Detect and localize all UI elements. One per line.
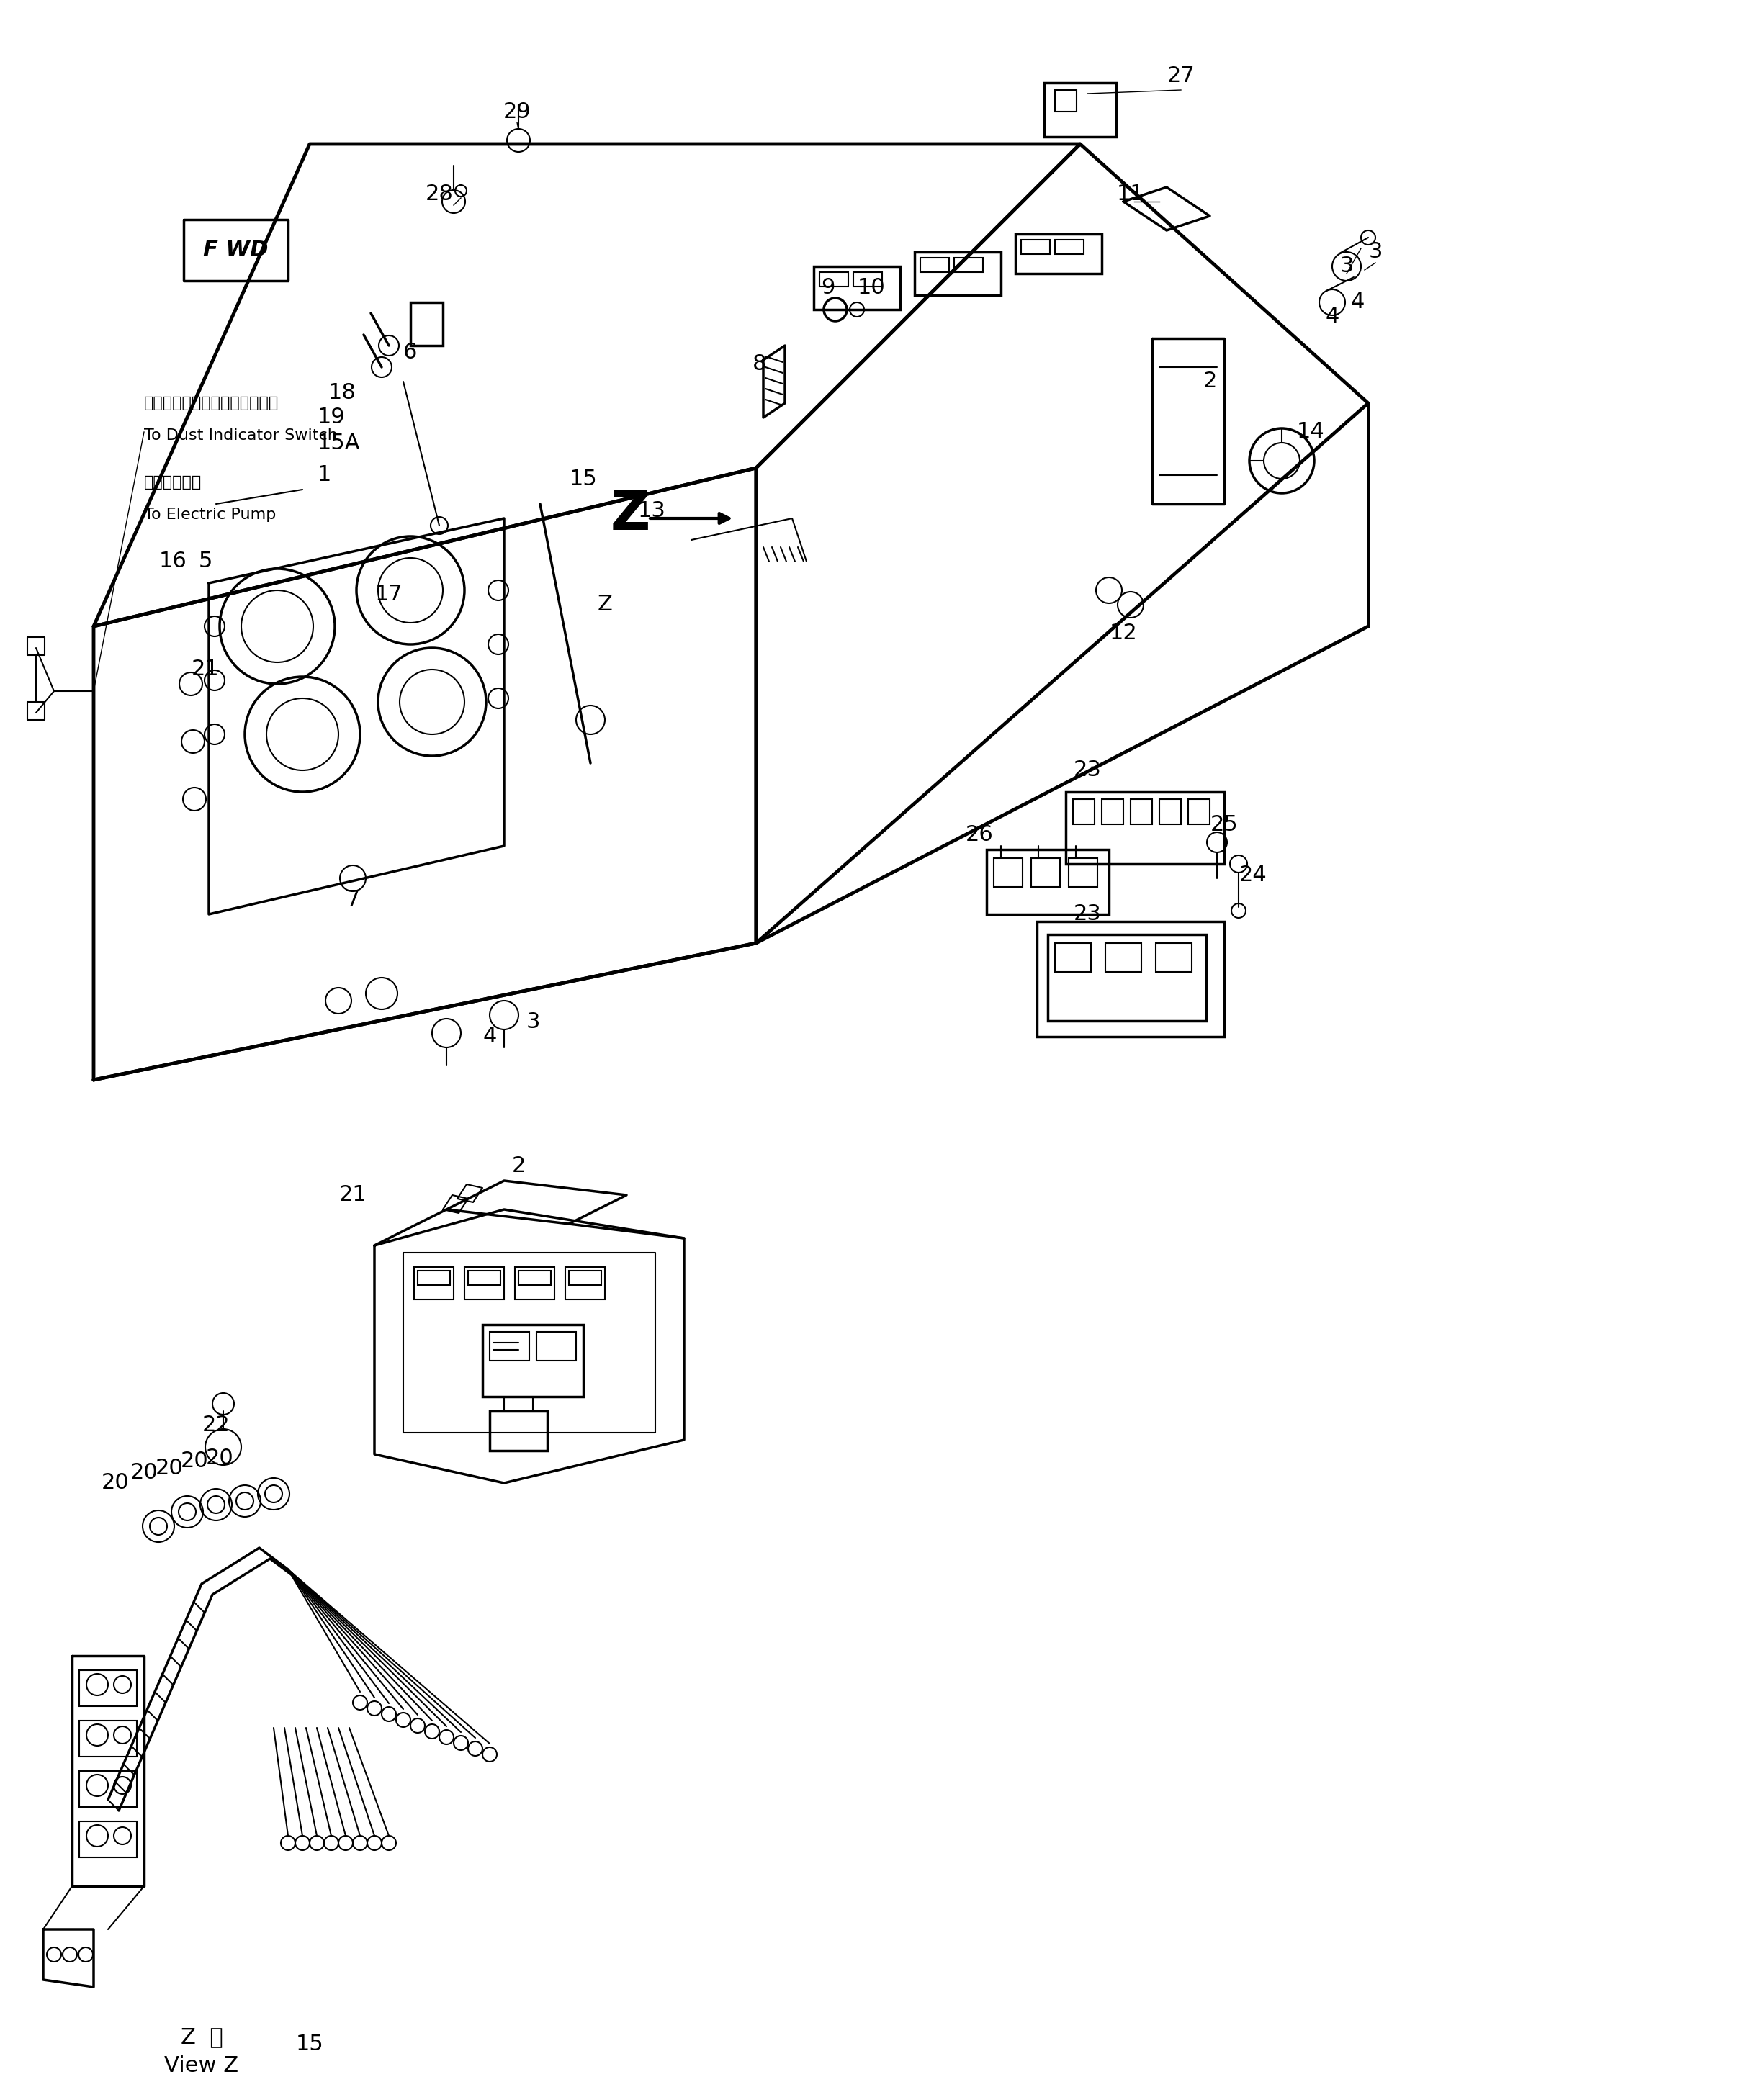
- Text: 4: 4: [1325, 307, 1339, 328]
- Bar: [1072, 800, 1095, 825]
- Text: 20: 20: [156, 1457, 184, 1478]
- Text: 20: 20: [205, 1447, 233, 1468]
- Text: 19: 19: [317, 407, 345, 428]
- Text: 20: 20: [180, 1451, 208, 1472]
- Text: View Z: View Z: [165, 2056, 238, 2077]
- Text: 29: 29: [503, 101, 531, 122]
- Bar: [468, 1270, 501, 1285]
- Bar: [569, 1270, 601, 1285]
- Text: 21: 21: [191, 659, 219, 680]
- Bar: [920, 258, 950, 273]
- Text: 6: 6: [403, 342, 417, 363]
- Text: 4: 4: [1351, 292, 1365, 313]
- Text: 16: 16: [159, 550, 187, 571]
- Bar: [79, 1720, 137, 1756]
- Bar: [566, 1266, 604, 1300]
- Text: 7: 7: [345, 890, 359, 909]
- Text: 9: 9: [822, 277, 836, 298]
- Text: F WD: F WD: [203, 239, 268, 260]
- Text: To Dust Indicator Switch: To Dust Indicator Switch: [144, 428, 338, 443]
- Text: 22: 22: [201, 1415, 230, 1436]
- Text: 20: 20: [130, 1462, 158, 1483]
- Text: 3: 3: [526, 1012, 540, 1033]
- Text: 21: 21: [338, 1184, 366, 1205]
- Bar: [1044, 82, 1116, 137]
- Bar: [417, 1270, 450, 1285]
- Text: 電動ポンプへ: 電動ポンプへ: [144, 475, 201, 489]
- Bar: [79, 1821, 137, 1856]
- Text: 17: 17: [375, 584, 403, 605]
- Bar: [1055, 943, 1091, 972]
- Text: 13: 13: [638, 500, 666, 521]
- Bar: [413, 1266, 454, 1300]
- Bar: [1032, 859, 1060, 886]
- Bar: [1069, 859, 1097, 886]
- Bar: [1102, 800, 1123, 825]
- Text: 15: 15: [569, 468, 597, 489]
- Text: 15: 15: [296, 2035, 324, 2056]
- Bar: [1037, 922, 1225, 1037]
- Text: 2: 2: [512, 1155, 526, 1176]
- Text: Z: Z: [597, 594, 613, 615]
- Text: 23: 23: [1074, 760, 1102, 781]
- Bar: [1016, 233, 1102, 273]
- Bar: [1048, 935, 1205, 1021]
- Bar: [536, 1331, 576, 1361]
- Text: 5: 5: [198, 550, 212, 571]
- Bar: [1021, 239, 1049, 254]
- Bar: [79, 1670, 137, 1705]
- Bar: [1065, 792, 1225, 863]
- Bar: [489, 1331, 529, 1361]
- Bar: [410, 302, 443, 346]
- Text: 12: 12: [1109, 624, 1137, 645]
- Text: 8: 8: [753, 353, 767, 374]
- Bar: [79, 1770, 137, 1806]
- Bar: [515, 1266, 554, 1300]
- Bar: [1160, 800, 1181, 825]
- Text: 26: 26: [965, 825, 993, 846]
- Text: 2: 2: [1204, 372, 1216, 393]
- Text: 20: 20: [102, 1472, 130, 1493]
- Text: 24: 24: [1239, 865, 1267, 884]
- Text: 1: 1: [317, 464, 331, 485]
- Text: ダストインジケータスイッチへ: ダストインジケータスイッチへ: [144, 397, 279, 410]
- Text: 11: 11: [1116, 185, 1144, 206]
- Text: 28: 28: [426, 185, 454, 206]
- Bar: [1055, 90, 1076, 111]
- Text: Z: Z: [610, 487, 650, 542]
- Text: Z  視: Z 視: [180, 2026, 223, 2048]
- Text: 18: 18: [328, 382, 356, 403]
- Bar: [986, 850, 1109, 914]
- Text: 3: 3: [1368, 242, 1382, 262]
- Bar: [519, 1270, 550, 1285]
- Bar: [1055, 239, 1084, 254]
- Bar: [489, 1411, 547, 1451]
- Bar: [1156, 943, 1191, 972]
- Bar: [853, 273, 881, 286]
- Bar: [813, 267, 901, 309]
- Text: 14: 14: [1296, 422, 1325, 443]
- Bar: [464, 1266, 505, 1300]
- Bar: [820, 273, 848, 286]
- Bar: [1106, 943, 1141, 972]
- Text: To Electric Pump: To Electric Pump: [144, 508, 277, 523]
- Bar: [1130, 800, 1153, 825]
- Text: 3: 3: [1340, 256, 1354, 277]
- Bar: [1188, 800, 1211, 825]
- Text: 15A: 15A: [317, 433, 359, 454]
- Text: 10: 10: [857, 277, 885, 298]
- Text: 27: 27: [1167, 65, 1195, 86]
- Bar: [482, 1325, 583, 1396]
- Bar: [993, 859, 1023, 886]
- Bar: [915, 252, 1000, 296]
- Text: 4: 4: [484, 1027, 496, 1048]
- Text: 23: 23: [1074, 903, 1102, 924]
- Bar: [955, 258, 983, 273]
- Text: 25: 25: [1211, 815, 1239, 834]
